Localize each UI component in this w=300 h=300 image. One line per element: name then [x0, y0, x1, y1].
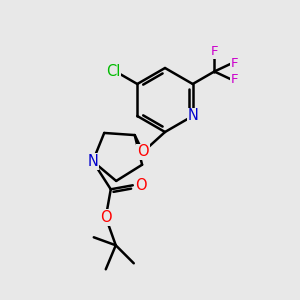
- Text: F: F: [231, 73, 238, 86]
- Text: O: O: [137, 145, 149, 160]
- Text: O: O: [135, 178, 147, 193]
- Text: Cl: Cl: [106, 64, 121, 79]
- Text: N: N: [87, 154, 98, 169]
- Text: F: F: [231, 57, 238, 70]
- Text: N: N: [187, 109, 198, 124]
- Text: O: O: [100, 210, 112, 225]
- Text: F: F: [211, 45, 218, 58]
